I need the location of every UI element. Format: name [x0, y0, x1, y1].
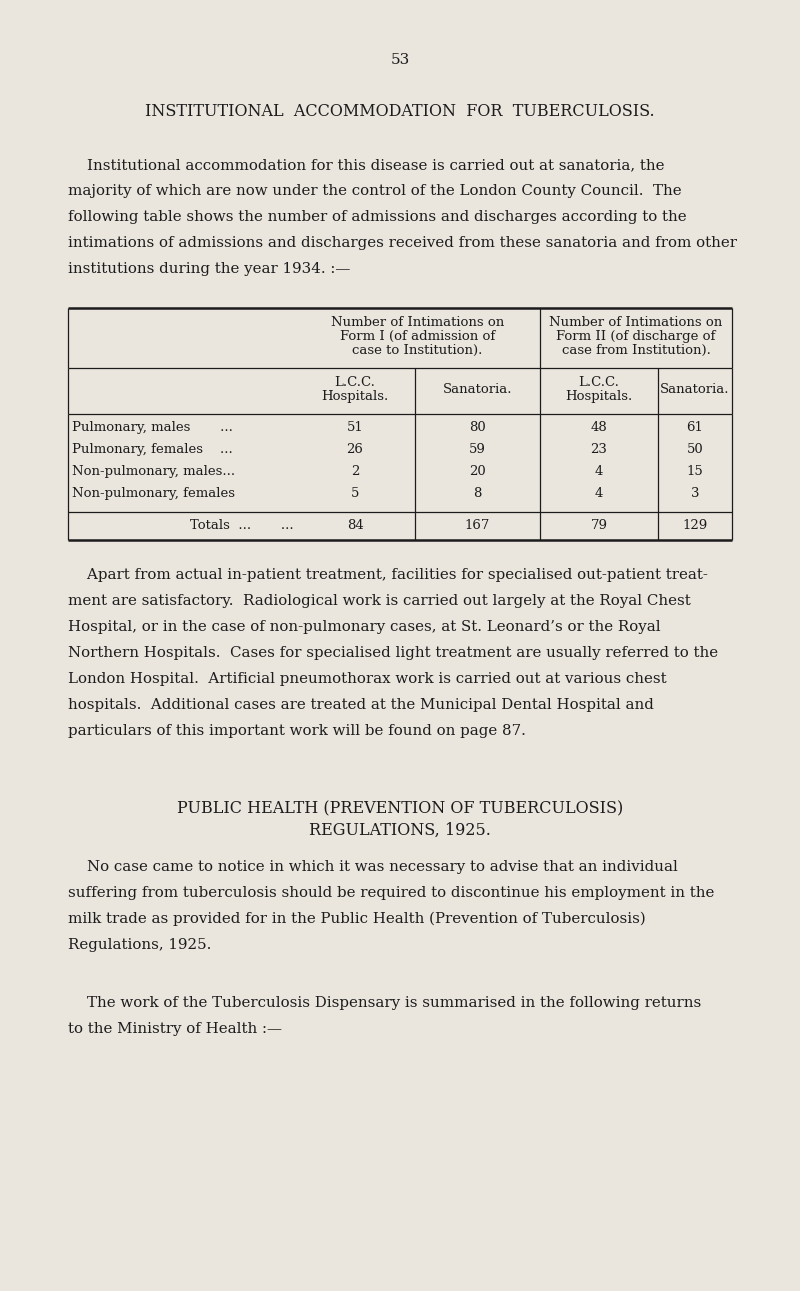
- Text: 61: 61: [686, 421, 703, 434]
- Text: 167: 167: [465, 519, 490, 532]
- Text: 15: 15: [686, 465, 703, 478]
- Text: to the Ministry of Health :—: to the Ministry of Health :—: [68, 1022, 282, 1035]
- Text: Pulmonary, females    ...: Pulmonary, females ...: [72, 443, 233, 456]
- Text: institutions during the year 1934. :—: institutions during the year 1934. :—: [68, 262, 350, 276]
- Text: intimations of admissions and discharges received from these sanatoria and from : intimations of admissions and discharges…: [68, 236, 737, 250]
- Text: majority of which are now under the control of the London County Council.  The: majority of which are now under the cont…: [68, 185, 682, 198]
- Text: 84: 84: [346, 519, 363, 532]
- Text: 51: 51: [346, 421, 363, 434]
- Text: 8: 8: [474, 487, 482, 500]
- Text: 79: 79: [590, 519, 607, 532]
- Text: L.C.C.: L.C.C.: [334, 376, 375, 389]
- Text: 48: 48: [590, 421, 607, 434]
- Text: 5: 5: [351, 487, 359, 500]
- Text: 53: 53: [390, 53, 410, 67]
- Text: Hospitals.: Hospitals.: [566, 390, 633, 403]
- Text: case from Institution).: case from Institution).: [562, 343, 710, 358]
- Text: Apart from actual in-patient treatment, facilities for specialised out-patient t: Apart from actual in-patient treatment, …: [68, 568, 708, 582]
- Text: Sanatoria.: Sanatoria.: [442, 383, 512, 396]
- Text: 50: 50: [686, 443, 703, 456]
- Text: London Hospital.  Artificial pneumothorax work is carried out at various chest: London Hospital. Artificial pneumothorax…: [68, 673, 666, 686]
- Text: Institutional accommodation for this disease is carried out at sanatoria, the: Institutional accommodation for this dis…: [68, 158, 665, 172]
- Text: Regulations, 1925.: Regulations, 1925.: [68, 939, 211, 951]
- Text: 3: 3: [690, 487, 699, 500]
- Text: 20: 20: [469, 465, 486, 478]
- Text: 59: 59: [469, 443, 486, 456]
- Text: Hospital, or in the case of non-pulmonary cases, at St. Leonard’s or the Royal: Hospital, or in the case of non-pulmonar…: [68, 620, 661, 634]
- Text: Hospitals.: Hospitals.: [322, 390, 389, 403]
- Text: 26: 26: [346, 443, 363, 456]
- Text: 2: 2: [351, 465, 359, 478]
- Text: Non-pulmonary, females: Non-pulmonary, females: [72, 487, 235, 500]
- Text: PUBLIC HEALTH (PREVENTION OF TUBERCULOSIS): PUBLIC HEALTH (PREVENTION OF TUBERCULOSI…: [177, 800, 623, 817]
- Text: 129: 129: [682, 519, 708, 532]
- Text: 4: 4: [595, 487, 603, 500]
- Text: 23: 23: [590, 443, 607, 456]
- Text: No case came to notice in which it was necessary to advise that an individual: No case came to notice in which it was n…: [68, 860, 678, 874]
- Text: REGULATIONS, 1925.: REGULATIONS, 1925.: [309, 822, 491, 839]
- Text: hospitals.  Additional cases are treated at the Municipal Dental Hospital and: hospitals. Additional cases are treated …: [68, 698, 654, 713]
- Text: Pulmonary, males       ...: Pulmonary, males ...: [72, 421, 233, 434]
- Text: Non-pulmonary, males...: Non-pulmonary, males...: [72, 465, 235, 478]
- Text: Totals  ...       ...: Totals ... ...: [190, 519, 294, 532]
- Text: particulars of this important work will be found on page 87.: particulars of this important work will …: [68, 724, 526, 738]
- Text: ment are satisfactory.  Radiological work is carried out largely at the Royal Ch: ment are satisfactory. Radiological work…: [68, 594, 690, 608]
- Text: Sanatoria.: Sanatoria.: [660, 383, 730, 396]
- Text: following table shows the number of admissions and discharges according to the: following table shows the number of admi…: [68, 210, 686, 225]
- Text: L.C.C.: L.C.C.: [578, 376, 619, 389]
- Text: INSTITUTIONAL  ACCOMMODATION  FOR  TUBERCULOSIS.: INSTITUTIONAL ACCOMMODATION FOR TUBERCUL…: [145, 103, 655, 120]
- Text: The work of the Tuberculosis Dispensary is summarised in the following returns: The work of the Tuberculosis Dispensary …: [68, 995, 702, 1010]
- Text: Form II (of discharge of: Form II (of discharge of: [556, 330, 716, 343]
- Text: Form I (of admission of: Form I (of admission of: [340, 330, 495, 343]
- Text: suffering from tuberculosis should be required to discontinue his employment in : suffering from tuberculosis should be re…: [68, 886, 714, 900]
- Text: case to Institution).: case to Institution).: [352, 343, 482, 358]
- Text: Number of Intimations on: Number of Intimations on: [331, 316, 504, 329]
- Text: 80: 80: [469, 421, 486, 434]
- Text: milk trade as provided for in the Public Health (Prevention of Tuberculosis): milk trade as provided for in the Public…: [68, 911, 646, 927]
- Text: Number of Intimations on: Number of Intimations on: [550, 316, 722, 329]
- Text: Northern Hospitals.  Cases for specialised light treatment are usually referred : Northern Hospitals. Cases for specialise…: [68, 646, 718, 660]
- Text: 4: 4: [595, 465, 603, 478]
